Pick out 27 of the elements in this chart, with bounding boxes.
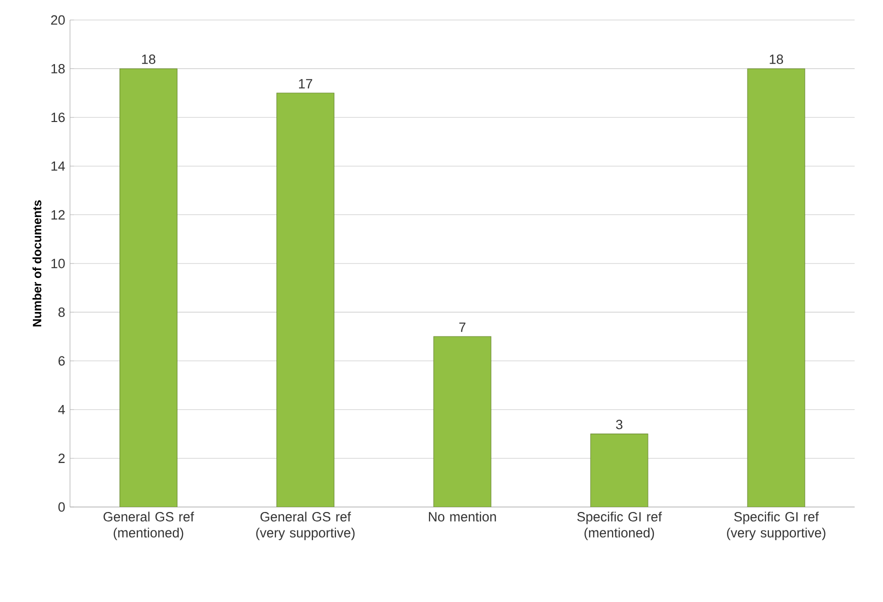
y-tick-label: 4 [58, 404, 65, 414]
x-tick-label: Specific GI ref (mentioned) [577, 512, 662, 540]
y-axis-title: Number of documents [32, 200, 42, 326]
x-tick-label: No mention [428, 512, 496, 522]
data-label: 18 [770, 54, 784, 64]
data-label: 7 [459, 322, 466, 332]
y-tick-label: 2 [58, 454, 65, 463]
y-tick-label: 10 [51, 258, 65, 268]
x-tick-label: General GS ref (very supportive) [256, 512, 355, 540]
x-tick-label: Specific GI ref (very supportive) [727, 512, 826, 540]
y-tick-label: 12 [51, 210, 65, 220]
bar [276, 92, 334, 507]
bar [120, 68, 178, 507]
bar [747, 68, 806, 507]
data-label: 17 [299, 79, 312, 88]
x-tick-label: General GS ref (mentioned) [104, 512, 194, 540]
y-tick-label: 6 [58, 356, 65, 366]
y-tick-label: 18 [51, 64, 65, 74]
data-label: 3 [616, 420, 622, 430]
y-tick-label: 8 [58, 307, 65, 317]
y-tick-label: 20 [51, 15, 65, 25]
bar [590, 434, 648, 507]
data-label: 18 [142, 54, 156, 64]
y-tick-label: 14 [51, 161, 65, 171]
y-tick-label: 16 [51, 112, 65, 122]
bar [433, 336, 492, 507]
y-tick-label: 0 [58, 502, 65, 512]
